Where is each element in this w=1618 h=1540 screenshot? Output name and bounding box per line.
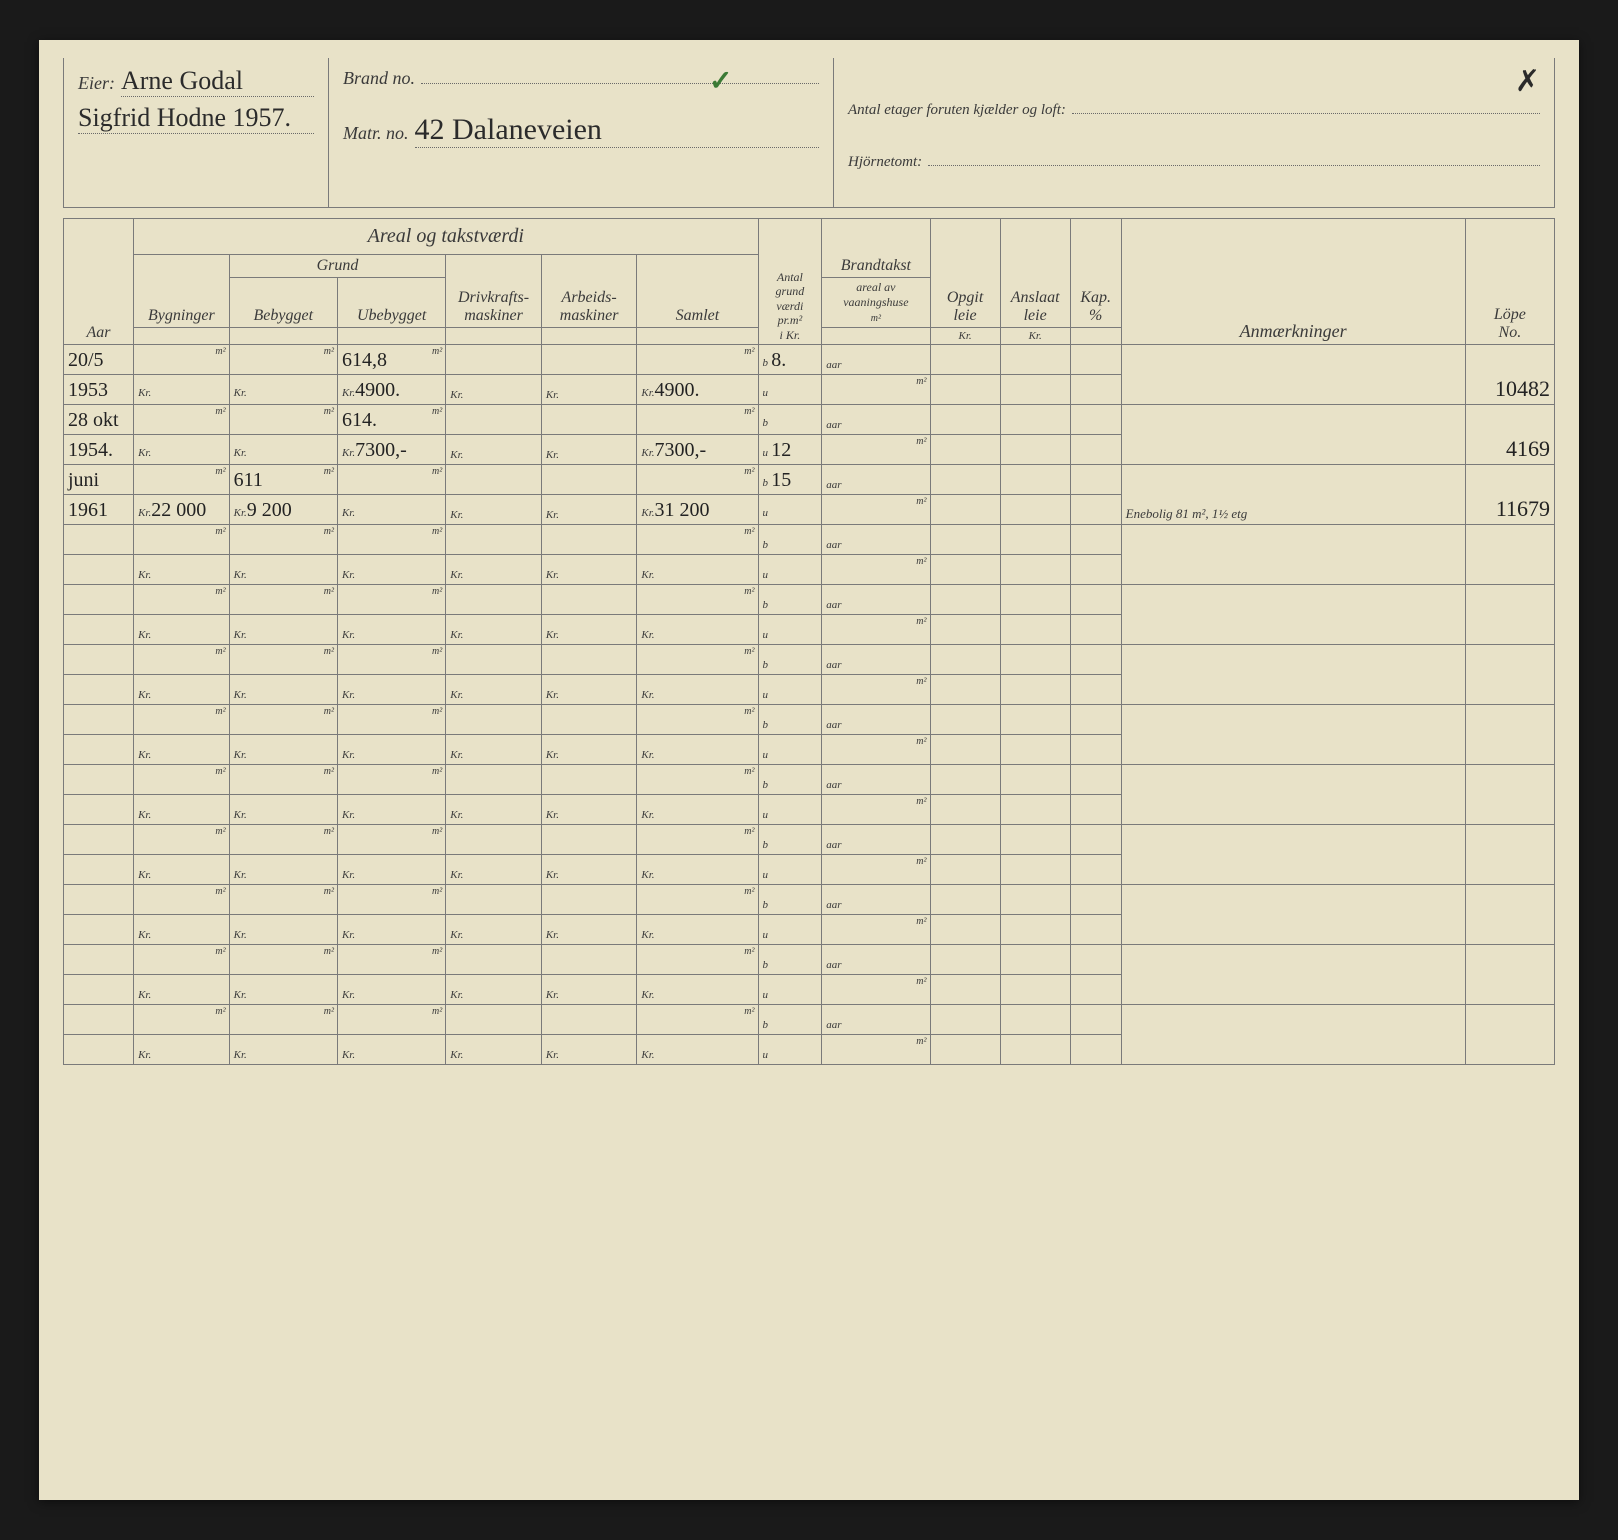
col-drivkraft: Drivkrafts-maskiner bbox=[446, 255, 542, 328]
matrno-label: Matr. no. bbox=[343, 123, 409, 144]
beb-m2: 611m² bbox=[229, 465, 337, 495]
sam-m2: m² bbox=[637, 345, 758, 375]
byg-kr: Kr. bbox=[134, 435, 230, 465]
year-cell: 1953 bbox=[64, 375, 134, 405]
byg-kr: Kr.22 000 bbox=[134, 495, 230, 525]
col-areal: Areal og takstværdi bbox=[134, 219, 758, 255]
green-checkmark: ✓ bbox=[709, 64, 732, 98]
col-samlet: Samlet bbox=[637, 255, 758, 328]
col-kap: Kap.% bbox=[1070, 219, 1121, 328]
brandno-label: Brand no. bbox=[343, 68, 415, 89]
col-grund: Grund bbox=[229, 255, 446, 278]
col-lope: LöpeNo. bbox=[1465, 219, 1554, 345]
antal-b: b 15 bbox=[758, 465, 822, 495]
year-cell: 1961 bbox=[64, 495, 134, 525]
date-cell: 20/5 bbox=[64, 345, 134, 375]
eier-value-1: Arne Godal bbox=[121, 66, 314, 97]
col-antal: Antalgrundværdipr.m²i Kr. bbox=[758, 219, 822, 345]
x-mark: ✗ bbox=[1515, 64, 1540, 99]
table-row-empty: m²m²m²m²baar bbox=[64, 885, 1555, 915]
header-boxes: Eier: Arne Godal Sigfrid Hodne 1957. ✓ B… bbox=[63, 58, 1555, 208]
ube-kr: Kr.4900. bbox=[337, 375, 445, 405]
lope-cell: 10482 bbox=[1465, 345, 1554, 405]
col-ubebygget: Ubebygget bbox=[337, 278, 445, 328]
owner-box: Eier: Arne Godal Sigfrid Hodne 1957. bbox=[64, 58, 329, 207]
etager-label: Antal etager foruten kjælder og loft: bbox=[848, 102, 1066, 119]
sam-kr: Kr.31 200 bbox=[637, 495, 758, 525]
anm-cell bbox=[1121, 405, 1465, 465]
brand-aar: aar bbox=[822, 345, 930, 375]
ube-kr: Kr. bbox=[337, 495, 445, 525]
byg-kr: Kr. bbox=[134, 375, 230, 405]
brand-m2: m² bbox=[822, 435, 930, 465]
table-row-empty: m²m²m²m²baar bbox=[64, 705, 1555, 735]
ube-m2: 614,8m² bbox=[337, 345, 445, 375]
brand-matr-box: ✓ Brand no. Matr. no. 42 Dalaneveien bbox=[329, 58, 834, 207]
table-row-empty: m²m²m²m²baar bbox=[64, 645, 1555, 675]
table-row-empty: m²m²m²m²baar bbox=[64, 585, 1555, 615]
byg-m2: m² bbox=[134, 405, 230, 435]
eier-value-2: Sigfrid Hodne 1957. bbox=[78, 103, 314, 134]
ledger-page: Eier: Arne Godal Sigfrid Hodne 1957. ✓ B… bbox=[39, 40, 1579, 1500]
antal-b: b 8. bbox=[758, 345, 822, 375]
table-head: Aar Areal og takstværdi Antalgrundværdip… bbox=[64, 219, 1555, 345]
col-aar: Aar bbox=[64, 219, 134, 345]
brand-aar: aar bbox=[822, 465, 930, 495]
table-row-empty: m²m²m²m²baar bbox=[64, 945, 1555, 975]
sam-m2: m² bbox=[637, 405, 758, 435]
antal-u: u bbox=[758, 495, 822, 525]
eier-label: Eier: bbox=[78, 73, 115, 94]
ube-m2: m² bbox=[337, 465, 445, 495]
col-brandtakst-sub: areal avvaaningshusem² bbox=[822, 278, 930, 328]
col-brandtakst: Brandtakst bbox=[822, 219, 930, 278]
brand-aar: aar bbox=[822, 405, 930, 435]
beb-kr: Kr.9 200 bbox=[229, 495, 337, 525]
sam-m2: m² bbox=[637, 465, 758, 495]
year-cell: 1954. bbox=[64, 435, 134, 465]
col-anm: Anmærkninger bbox=[1121, 219, 1465, 345]
byg-m2: m² bbox=[134, 345, 230, 375]
table-row-empty: m²m²m²m²baar bbox=[64, 825, 1555, 855]
col-opgit: Opgitleie bbox=[930, 219, 1000, 328]
table-row-m2: 28 oktm²m²614.m²m²b aar4169 bbox=[64, 405, 1555, 435]
brand-m2: m² bbox=[822, 375, 930, 405]
table-row-empty: m²m²m²m²baar bbox=[64, 525, 1555, 555]
matrno-value: 42 Dalaneveien bbox=[415, 113, 819, 148]
antal-b: b bbox=[758, 405, 822, 435]
byg-m2: m² bbox=[134, 465, 230, 495]
col-bygninger: Bygninger bbox=[134, 255, 230, 328]
col-arbeids: Arbeids-maskiner bbox=[541, 255, 637, 328]
table-body: 20/5m²m²614,8m²m²b 8.aar104821953Kr.Kr.K… bbox=[64, 345, 1555, 1065]
hjorne-label: Hjörnetomt: bbox=[848, 154, 922, 171]
ube-m2: 614.m² bbox=[337, 405, 445, 435]
beb-kr: Kr. bbox=[229, 375, 337, 405]
ube-kr: Kr.7300,- bbox=[337, 435, 445, 465]
antal-u: u bbox=[758, 375, 822, 405]
antal-u: u 12 bbox=[758, 435, 822, 465]
sam-kr: Kr.4900. bbox=[637, 375, 758, 405]
col-bebygget: Bebygget bbox=[229, 278, 337, 328]
beb-m2: m² bbox=[229, 345, 337, 375]
table-row-empty: m²m²m²m²baar bbox=[64, 1005, 1555, 1035]
brand-m2: m² bbox=[822, 495, 930, 525]
beb-kr: Kr. bbox=[229, 435, 337, 465]
table-row-empty: m²m²m²m²baar bbox=[64, 765, 1555, 795]
anm-cell: Enebolig 81 m², 1½ etg bbox=[1121, 465, 1465, 525]
table-row-m2: junim²611m²m²m²b 15aarEnebolig 81 m², 1½… bbox=[64, 465, 1555, 495]
table-row-m2: 20/5m²m²614,8m²m²b 8.aar10482 bbox=[64, 345, 1555, 375]
lope-cell: 4169 bbox=[1465, 405, 1554, 465]
lope-cell: 11679 bbox=[1465, 465, 1554, 525]
date-cell: 28 okt bbox=[64, 405, 134, 435]
col-anslaat: Anslaatleie bbox=[1000, 219, 1070, 328]
etager-box: ✗ Antal etager foruten kjælder og loft: … bbox=[834, 58, 1554, 207]
ledger-table: Aar Areal og takstværdi Antalgrundværdip… bbox=[63, 218, 1555, 1065]
anm-cell bbox=[1121, 345, 1465, 405]
date-cell: juni bbox=[64, 465, 134, 495]
sam-kr: Kr.7300,- bbox=[637, 435, 758, 465]
brandno-value bbox=[421, 66, 819, 84]
beb-m2: m² bbox=[229, 405, 337, 435]
